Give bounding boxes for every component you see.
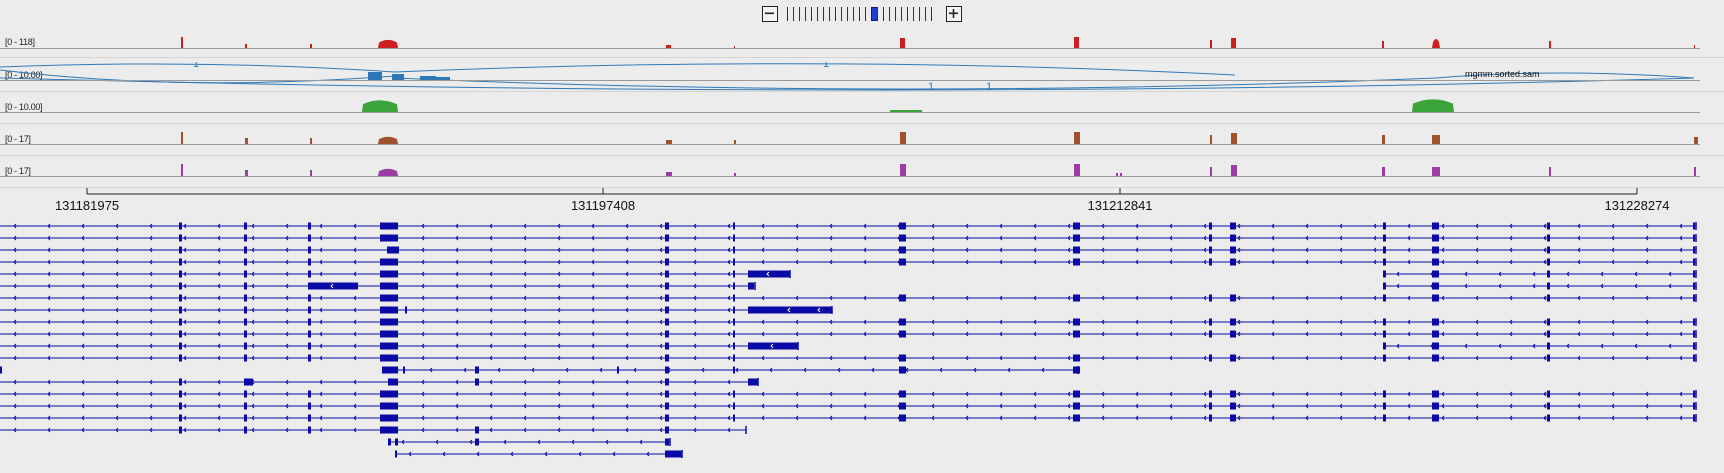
- zoom-level-tick[interactable]: [931, 7, 933, 21]
- zoom-level-tick[interactable]: [853, 7, 855, 21]
- zoom-level-tick[interactable]: [883, 7, 885, 21]
- transcript-row[interactable]: [0, 414, 1697, 422]
- coverage-histogram: [181, 132, 1698, 144]
- junction-count-label: 1: [823, 62, 829, 70]
- ruler-position-label: 131212841: [1087, 198, 1153, 213]
- transcript-row[interactable]: [0, 426, 747, 434]
- sashimi-track[interactable]: [0 - 10.00] 1 1 1 1 mgmm.sorted.sam: [0, 62, 1724, 92]
- transcript-row[interactable]: [0, 246, 1697, 254]
- transcript-row[interactable]: [0, 270, 1697, 278]
- zoom-level-tick[interactable]: [847, 7, 849, 21]
- track-range-label: [0 - 17]: [5, 134, 31, 144]
- ruler-position-label: 131228274: [1604, 198, 1670, 213]
- transcript-row[interactable]: [0, 378, 759, 386]
- track-range-label: [0 - 10.00]: [5, 102, 43, 112]
- zoom-level-tick[interactable]: [805, 7, 807, 21]
- transcript-row[interactable]: [0, 258, 1697, 266]
- zoom-out-button[interactable]: [762, 6, 778, 22]
- genome-ruler[interactable]: 131181975 131197408 131212841 131228274: [0, 188, 1724, 218]
- transcript-row[interactable]: [0, 318, 1697, 326]
- coverage-histogram: [181, 37, 1695, 48]
- zoom-level-tick[interactable]: [895, 7, 897, 21]
- junction-count-label: 1: [193, 62, 199, 70]
- transcript-row[interactable]: [395, 450, 683, 458]
- zoom-level-tick[interactable]: [901, 7, 903, 21]
- zoom-level-tick[interactable]: [859, 7, 861, 21]
- coverage-track-green[interactable]: [0 - 10.00]: [0, 94, 1724, 124]
- transcript-row[interactable]: [0, 342, 1697, 350]
- track-range-label: [0 - 118]: [5, 37, 35, 47]
- zoom-level-tick[interactable]: [919, 7, 921, 21]
- junction-arcs: 1 1 1 1: [0, 62, 1695, 92]
- zoom-in-button[interactable]: [946, 6, 962, 22]
- junction-count-label: 1: [928, 81, 934, 92]
- zoom-slider[interactable]: [787, 7, 937, 21]
- coverage-histogram: [362, 99, 1454, 112]
- zoom-level-tick[interactable]: [913, 7, 915, 21]
- zoom-level-tick[interactable]: [823, 7, 825, 21]
- transcript-row[interactable]: [0, 234, 1697, 242]
- zoom-level-tick[interactable]: [799, 7, 801, 21]
- transcript-row[interactable]: [0, 306, 833, 314]
- coverage-track-purple[interactable]: [0 - 17]: [0, 158, 1724, 188]
- zoom-control: [0, 0, 1724, 30]
- zoom-level-tick[interactable]: [817, 7, 819, 21]
- transcript-row[interactable]: [0, 294, 1697, 302]
- coverage-track-red[interactable]: [0 - 118]: [0, 30, 1724, 58]
- track-file-name: mgmm.sorted.sam: [1465, 69, 1540, 79]
- zoom-level-tick[interactable]: [787, 7, 789, 21]
- transcript-row[interactable]: [0, 354, 1697, 362]
- track-range-label: [0 - 17]: [5, 166, 31, 176]
- transcript-models: [0, 222, 1697, 458]
- zoom-level-tick[interactable]: [865, 7, 867, 21]
- transcript-row[interactable]: [388, 438, 671, 446]
- gene-annotation-track[interactable]: [0, 218, 1724, 468]
- zoom-level-tick[interactable]: [835, 7, 837, 21]
- zoom-level-tick[interactable]: [925, 7, 927, 21]
- zoom-level-tick[interactable]: [877, 7, 879, 21]
- zoom-level-tick[interactable]: [907, 7, 909, 21]
- coverage-histogram: [181, 164, 1696, 176]
- transcript-row[interactable]: [0, 390, 1697, 398]
- zoom-level-tick[interactable]: [889, 7, 891, 21]
- zoom-level-tick[interactable]: [841, 7, 843, 21]
- track-range-label: [0 - 10.00]: [5, 70, 43, 80]
- transcript-row[interactable]: [0, 222, 1697, 230]
- zoom-level-tick[interactable]: [811, 7, 813, 21]
- coverage-track-brown[interactable]: [0 - 17]: [0, 126, 1724, 156]
- ruler-position-label: 131197408: [570, 198, 636, 213]
- transcript-row[interactable]: [0, 330, 1697, 338]
- zoom-level-tick[interactable]: [829, 7, 831, 21]
- zoom-level-tick[interactable]: [793, 7, 795, 21]
- transcript-row[interactable]: [0, 282, 1697, 290]
- junction-count-label: 1: [986, 81, 992, 92]
- ruler-position-label: 131181975: [54, 198, 120, 213]
- transcript-row[interactable]: [0, 402, 1697, 410]
- transcript-row[interactable]: [0, 366, 1080, 374]
